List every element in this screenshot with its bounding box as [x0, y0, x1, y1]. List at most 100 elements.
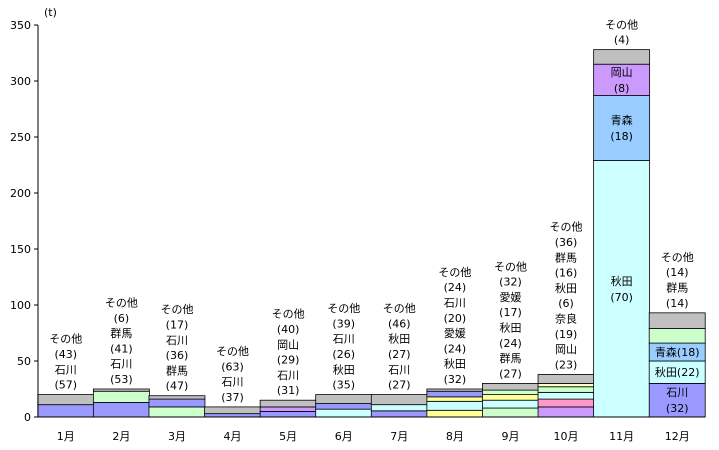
segment-label: (8): [614, 82, 630, 95]
bar-annotation: 愛媛: [499, 290, 521, 304]
bar-annotation: (6): [114, 312, 130, 325]
bar-annotation: (16): [555, 267, 578, 280]
bar-segment: [593, 95, 651, 161]
bar-annotation: (14): [666, 266, 689, 279]
bar-segment: [37, 404, 95, 418]
bar-annotation: その他: [661, 251, 694, 264]
bar-segment: [648, 312, 706, 329]
segment-label: (70): [610, 291, 633, 304]
segment-label: 岡山: [611, 66, 633, 79]
bar-annotation: (29): [277, 354, 300, 367]
bar-annotation: 石川: [55, 363, 77, 376]
bar-segment: [426, 390, 484, 398]
bar-annotation: (27): [388, 348, 411, 361]
bar-segment: [482, 407, 539, 418]
bar-segment: [426, 400, 484, 411]
bar-annotation: (26): [332, 348, 355, 361]
bar-annotation: (24): [444, 281, 467, 294]
y-tick-label: 150: [10, 243, 31, 256]
bar-segment: [92, 402, 150, 418]
y-tick-label: 300: [10, 75, 31, 88]
bar-segment: [537, 374, 595, 384]
segment-label: 秋田(22): [655, 365, 700, 379]
segment-label: (18): [610, 130, 633, 143]
bar-annotation: 群馬: [499, 351, 521, 365]
bar-segment: [648, 382, 706, 418]
bar-segment: [426, 388, 484, 392]
bar-annotation: 秋田: [333, 362, 355, 376]
bar-annotation: その他: [327, 302, 360, 315]
bar-segment: [315, 394, 373, 404]
bar-segment: [259, 406, 317, 412]
bar-annotation: (24): [444, 342, 467, 355]
bar-annotation: (35): [332, 379, 355, 392]
y-unit-label: (t): [44, 6, 57, 19]
x-tick-label: 8月: [446, 430, 464, 443]
bar-annotation: その他: [160, 303, 193, 316]
bar-annotation: 岡山: [277, 338, 299, 351]
bar-segment: [148, 395, 206, 400]
bar-annotation: 石川: [110, 358, 132, 371]
bar-annotation: (41): [110, 342, 133, 355]
bar-annotation: (57): [54, 379, 77, 392]
bar-segment: [37, 394, 95, 406]
bar-annotation: (31): [277, 384, 300, 397]
x-tick-label: 3月: [168, 430, 186, 443]
y-tick-label: 250: [10, 131, 31, 144]
segment-label: (32): [666, 402, 689, 415]
bar-annotation: 石川: [444, 297, 466, 310]
bar-segment: [537, 386, 595, 393]
bar-segment: [92, 390, 150, 403]
segment-label: 石川: [666, 386, 688, 399]
bar-annotation: (24): [499, 337, 522, 350]
bar-segment: [259, 410, 317, 418]
bar-annotation: (36): [166, 349, 189, 362]
bar-segment: [537, 406, 595, 418]
bar-segment: [370, 410, 428, 418]
bar-segment: [259, 399, 317, 408]
bar-annotation: 秋田: [499, 321, 521, 335]
bar-annotation: (17): [166, 319, 189, 332]
bar-annotation: その他: [550, 221, 583, 234]
bar-annotation: (63): [221, 360, 244, 373]
bar-segment: [315, 403, 373, 410]
bar-annotation: 秋田: [388, 332, 410, 346]
bar-annotation: その他: [272, 308, 305, 321]
x-tick-label: 9月: [501, 430, 519, 443]
x-tick-label: 12月: [665, 430, 690, 443]
y-tick-label: 200: [10, 187, 31, 200]
x-tick-label: 4月: [224, 430, 242, 443]
bar-annotation: (17): [499, 306, 522, 319]
bar-annotation: (40): [277, 323, 300, 336]
bar-annotation: (37): [221, 391, 244, 404]
bar-annotation: 秋田: [444, 357, 466, 371]
bar-segment: [426, 409, 484, 418]
bar-annotation: その他: [49, 333, 82, 346]
bar-segment: [148, 398, 206, 408]
bar-annotation: (6): [558, 297, 574, 310]
segment-label: 青森(18): [655, 345, 700, 359]
bar-annotation: (4): [614, 34, 630, 47]
bar-annotation: (14): [666, 297, 689, 310]
x-tick-label: 10月: [554, 430, 579, 443]
bar-annotation: 群馬: [555, 250, 577, 264]
bar-annotation: (32): [499, 276, 522, 289]
bar-segment: [148, 406, 206, 418]
bar-segment: [482, 382, 539, 391]
bar-annotation: (20): [444, 312, 467, 325]
bar-segment: [426, 396, 484, 402]
bar-annotation: その他: [383, 302, 416, 315]
bar-annotation: (27): [499, 367, 522, 380]
bar-annotation: (47): [166, 380, 189, 393]
bar-annotation: (43): [54, 348, 77, 361]
bar-annotation: (23): [555, 358, 578, 371]
bar-annotation: 愛媛: [444, 326, 466, 340]
bar-segment: [315, 408, 373, 418]
bar-annotation: 秋田: [555, 281, 577, 295]
y-tick-label: 350: [10, 19, 31, 32]
bar-annotation: 石川: [166, 334, 188, 347]
bar-annotation: 岡山: [555, 343, 577, 356]
bar-annotation: その他: [605, 18, 638, 31]
